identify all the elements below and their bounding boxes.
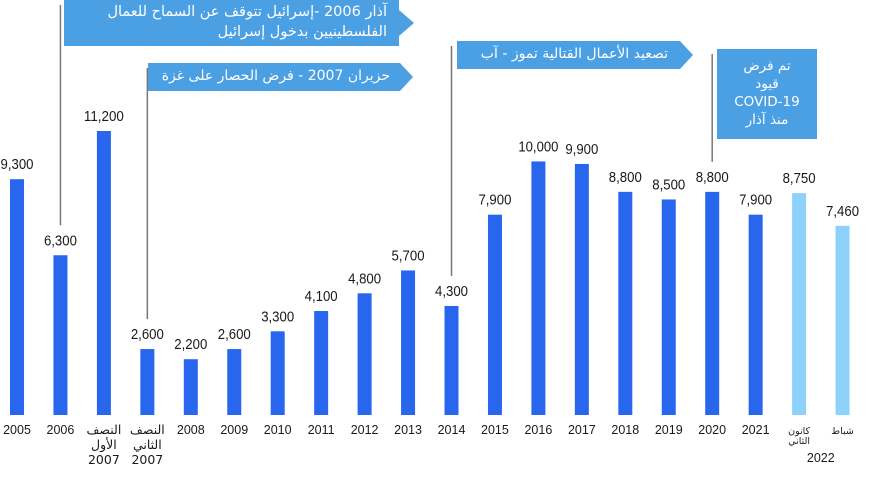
category-label: 2012: [351, 423, 379, 437]
bar: [661, 199, 676, 415]
bar-value-label: 3,300: [261, 309, 294, 325]
bar: [270, 331, 285, 415]
bar-value-label: 8,500: [652, 177, 685, 193]
category-label: 2016: [524, 423, 552, 437]
annotation-box-tail: [680, 41, 693, 69]
bar: [140, 349, 155, 415]
bar: [705, 191, 720, 415]
category-label: 2005: [3, 423, 31, 437]
bar-value-label: 5,700: [392, 248, 425, 264]
annotation-box: [457, 41, 680, 69]
bar: [748, 214, 763, 415]
annotation-2014-escalation: تصعيد الأعمال القتالية تموز - آب: [457, 41, 680, 69]
annotation-line: قيود: [755, 76, 779, 92]
bar: [835, 225, 850, 415]
bar: [10, 179, 24, 415]
bar-value-label: 6,300: [44, 233, 77, 249]
annotation-line: تصعيد الأعمال القتالية تموز - آب: [480, 46, 668, 62]
annotation-box-tail: [399, 10, 414, 36]
category-label: 2014: [438, 423, 466, 437]
bar: [183, 359, 198, 415]
bar-value-label: 9,300: [1, 157, 34, 173]
bar-value-label: 7,900: [739, 193, 772, 209]
category-label: 2008: [177, 423, 205, 437]
annotation-box-tail: [400, 63, 413, 91]
bar: [314, 311, 329, 415]
bar-value-label: 7,900: [478, 193, 511, 209]
category-label: الثاني: [133, 437, 162, 452]
bar-value-label: 7,460: [826, 204, 859, 220]
annotation-2007-blockade: حزيران 2007 - فرض الحصار على غزة: [148, 63, 400, 91]
category-label: 2015: [481, 423, 509, 437]
category-label: 2013: [394, 423, 422, 437]
bar-value-label: 4,800: [348, 271, 381, 287]
annotation-line: آذار 2006 -إسرائيل تتوقف عن السماح للعما…: [107, 4, 387, 20]
bar-value-label: 2,200: [174, 337, 207, 353]
category-label: كانون: [788, 426, 810, 437]
bar: [487, 214, 502, 415]
annotation-line: حزيران 2007 - فرض الحصار على غزة: [161, 68, 390, 84]
category-label: 2011: [308, 423, 335, 437]
bar-value-label: 9,900: [565, 142, 598, 158]
annotation-line: منذ آذار: [745, 112, 789, 128]
annotation-2006-permits: آذار 2006 -إسرائيل تتوقف عن السماح للعما…: [64, 0, 399, 46]
bar-value-label: 11,200: [84, 109, 124, 125]
category-label: الثاني: [788, 436, 810, 447]
category-label: 2007: [131, 452, 163, 467]
bar-value-label: 8,750: [783, 171, 816, 187]
category-label: 2017: [568, 423, 596, 437]
annotation-line: الفلسطينيين بدخول إسرائيل: [217, 24, 387, 40]
bar-value-label: 2,600: [131, 327, 164, 343]
category-label: 2018: [611, 423, 639, 437]
bar-value-label: 8,800: [696, 170, 729, 186]
bar: [574, 163, 589, 415]
category-label: 2009: [220, 423, 248, 437]
category-label: الأول: [91, 437, 117, 453]
bar: [227, 349, 242, 415]
annotation-box: [64, 0, 399, 46]
annotation-line: تم فرض: [743, 58, 791, 74]
bar: [531, 161, 546, 415]
category-label: 2021: [742, 423, 770, 437]
annotation-covid-restrictions: تم فرض قيود COVID-19 منذ آذار: [717, 49, 817, 139]
bar-value-label: 8,800: [609, 170, 642, 186]
category-label: 2019: [655, 423, 683, 437]
annotation-box: [717, 49, 817, 139]
annotation-box: [148, 63, 400, 91]
category-label: النصف: [86, 422, 121, 437]
bar: [792, 193, 807, 415]
category-label: شباط: [831, 426, 854, 437]
group-label-2022: 2022: [807, 451, 835, 465]
category-label: 2020: [698, 423, 726, 437]
category-label: النصف: [130, 422, 165, 437]
bar: [357, 293, 372, 415]
category-label: 2007: [88, 452, 120, 467]
bar: [401, 270, 416, 415]
bar: [618, 191, 633, 415]
bar: [96, 131, 111, 415]
bar-value-label: 4,300: [435, 284, 468, 300]
bar: [444, 305, 459, 415]
category-label: 2006: [47, 423, 75, 437]
annotation-line: COVID-19: [734, 94, 800, 110]
bar-value-label: 2,600: [218, 327, 251, 343]
bar-value-label: 4,100: [305, 289, 338, 305]
bar: [53, 255, 68, 415]
bar-value-label: 10,000: [518, 139, 558, 155]
category-label: 2010: [264, 423, 292, 437]
